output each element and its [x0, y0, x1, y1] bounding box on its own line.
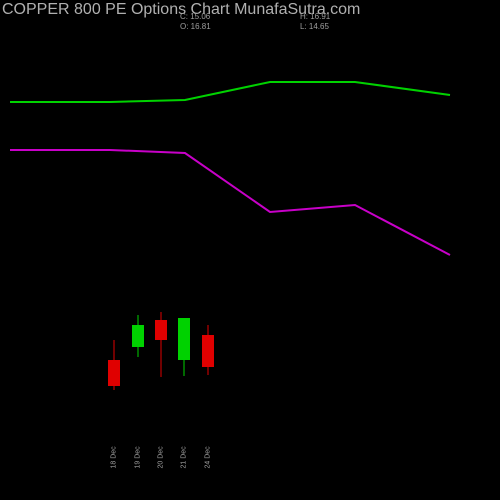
candle [155, 40, 167, 430]
ohlc-low: L: 14.65 [300, 22, 330, 32]
chart-area [10, 40, 460, 430]
candle-body [108, 360, 120, 386]
candle [202, 40, 214, 430]
x-axis-label: 18 Dec [111, 446, 118, 468]
candle [178, 40, 190, 430]
chart-header: COPPER 800 PE Options Chart MunafaSutra.… [0, 0, 500, 12]
candle-body [178, 318, 190, 360]
ohlc-open: O: 16.81 [180, 22, 211, 32]
ohlc-high-low: H: 16.91 L: 14.65 [300, 12, 330, 33]
ohlc-close-open: C: 15.06 O: 16.81 [180, 12, 211, 33]
x-axis-label: 24 Dec [205, 446, 212, 468]
candle [108, 40, 120, 430]
x-axis-label: 21 Dec [181, 446, 188, 468]
green-indicator-line [10, 82, 450, 102]
candle-body [155, 320, 167, 340]
candle-body [132, 325, 144, 347]
candle [132, 40, 144, 430]
magenta-indicator-line [10, 150, 450, 255]
x-axis-label: 20 Dec [158, 446, 165, 468]
ohlc-high: H: 16.91 [300, 12, 330, 22]
ohlc-close: C: 15.06 [180, 12, 211, 22]
x-axis-label: 19 Dec [135, 446, 142, 468]
indicator-lines [10, 40, 460, 430]
candle-body [202, 335, 214, 367]
